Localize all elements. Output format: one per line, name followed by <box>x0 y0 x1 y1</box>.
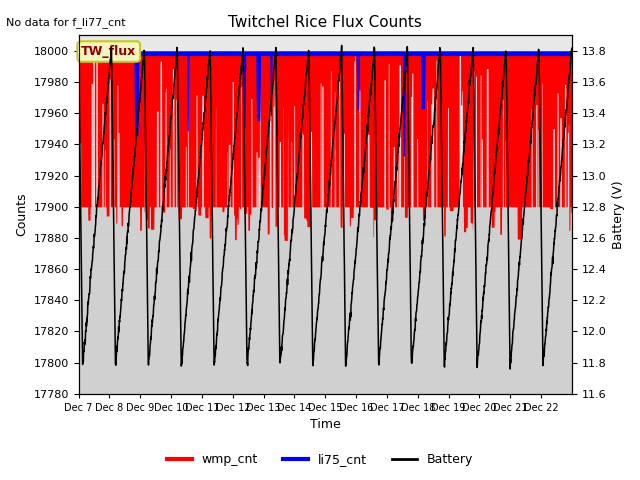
Text: TW_flux: TW_flux <box>81 45 136 58</box>
Y-axis label: Battery (V): Battery (V) <box>612 180 625 249</box>
Text: No data for f_li77_cnt: No data for f_li77_cnt <box>6 17 126 28</box>
Legend: wmp_cnt, li75_cnt, Battery: wmp_cnt, li75_cnt, Battery <box>162 448 478 471</box>
Y-axis label: Counts: Counts <box>15 193 28 236</box>
X-axis label: Time: Time <box>310 419 340 432</box>
Title: Twitchel Rice Flux Counts: Twitchel Rice Flux Counts <box>228 15 422 30</box>
